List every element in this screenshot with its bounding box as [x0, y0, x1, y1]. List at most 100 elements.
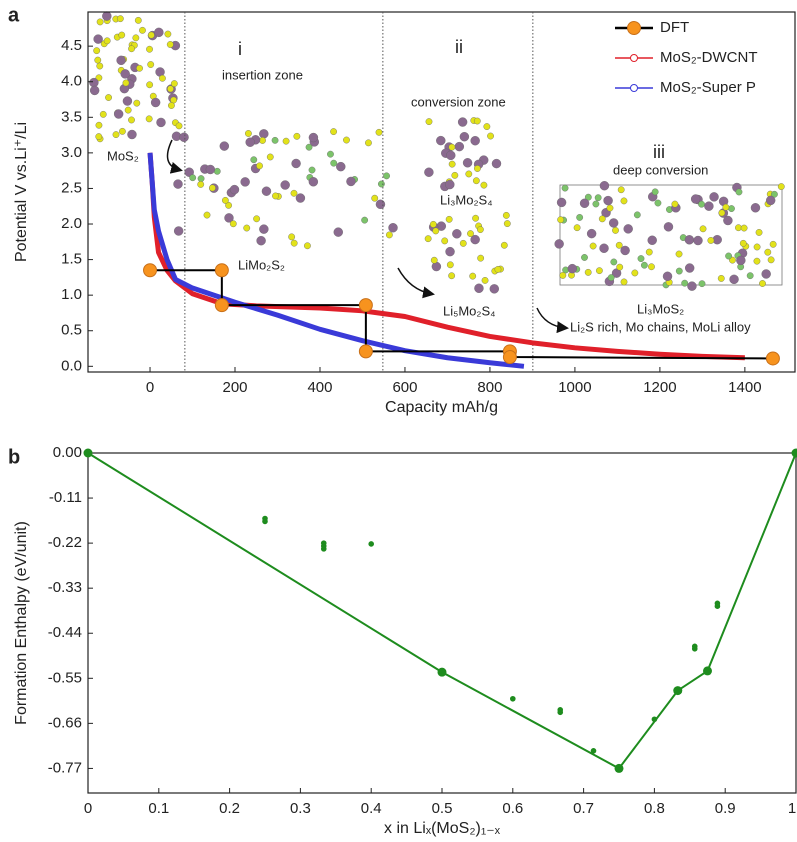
atom — [333, 227, 343, 237]
annotation: LiMo₂S₂ — [238, 257, 285, 272]
legend-marker — [627, 21, 641, 35]
x-tick-label: 0.5 — [432, 800, 453, 817]
atom — [599, 243, 609, 253]
atom — [594, 194, 602, 202]
x-tick-label: 1000 — [558, 379, 591, 396]
x-tick-label: 0.1 — [148, 800, 169, 817]
annotation: i — [238, 39, 242, 59]
atom — [687, 281, 697, 291]
atom — [729, 256, 736, 264]
x-tick-label: 0.6 — [502, 800, 523, 817]
atom — [259, 224, 269, 234]
y-tick-label: 1.5 — [61, 251, 82, 268]
y-tick-label: -0.11 — [49, 489, 82, 506]
point — [368, 541, 375, 547]
atom — [483, 123, 491, 130]
atom — [256, 162, 263, 170]
atom — [494, 266, 502, 273]
atom — [579, 198, 590, 208]
atom — [261, 186, 272, 196]
atom — [503, 220, 511, 227]
atom — [472, 214, 479, 222]
y-tick-label: 4.0 — [61, 73, 82, 90]
atom — [589, 242, 597, 250]
atom — [473, 117, 481, 125]
atom — [671, 200, 679, 208]
atom — [99, 110, 107, 118]
atom — [105, 94, 112, 101]
atom — [209, 184, 216, 192]
atom — [361, 216, 369, 224]
atom — [170, 80, 178, 87]
atom — [224, 213, 234, 223]
atom — [139, 26, 146, 34]
atom — [112, 131, 120, 138]
atom — [764, 248, 772, 256]
atom — [122, 79, 130, 87]
atom — [448, 160, 456, 168]
x-tick-label: 0 — [146, 379, 154, 396]
atom — [502, 211, 510, 219]
atom — [93, 34, 103, 44]
atom — [606, 204, 614, 212]
atom — [647, 235, 657, 245]
annotation: Li₃Mo₂S₄ — [440, 192, 493, 207]
atom — [103, 37, 111, 45]
atom — [718, 209, 726, 217]
atom — [147, 31, 155, 39]
atom — [304, 242, 311, 250]
point — [691, 646, 698, 652]
atom — [133, 99, 141, 107]
atom — [620, 197, 628, 205]
point — [614, 763, 624, 773]
atom — [150, 97, 161, 108]
atom — [777, 183, 785, 190]
annotation: ii — [455, 37, 463, 57]
y-tick-label: 3.0 — [61, 144, 82, 161]
dft-point — [765, 351, 780, 366]
atom — [102, 11, 112, 21]
atom — [271, 136, 279, 144]
atom — [308, 177, 319, 187]
plot-frame — [87, 11, 796, 373]
atom — [118, 31, 126, 39]
atom — [229, 184, 240, 195]
x-tick-label: 1400 — [728, 379, 761, 396]
atom — [446, 150, 456, 161]
legend-marker — [630, 54, 638, 62]
atom — [608, 218, 619, 228]
atom — [167, 85, 174, 93]
atom — [457, 117, 468, 127]
point — [320, 546, 327, 552]
atom — [707, 237, 715, 244]
atom — [113, 109, 124, 119]
dft-point — [502, 350, 517, 365]
dft-point — [358, 344, 373, 359]
point — [791, 448, 797, 458]
x-axis-label: Capacity mAh/g — [385, 399, 498, 416]
atom — [343, 136, 350, 144]
atom — [120, 69, 130, 79]
y-tick-label: 0.00 — [53, 444, 82, 461]
atom — [327, 150, 334, 158]
atom — [173, 179, 183, 189]
atom — [554, 239, 564, 249]
atom — [124, 106, 132, 114]
crystal-structures — [89, 11, 785, 294]
atom — [288, 233, 296, 241]
dft-point — [214, 298, 229, 313]
atom — [385, 231, 393, 239]
x-tick-label: 400 — [307, 379, 332, 396]
atom — [693, 235, 703, 246]
dft-point — [143, 263, 158, 278]
atom — [616, 263, 624, 271]
x-tick-label: 0.3 — [290, 800, 311, 817]
atom — [243, 224, 251, 232]
atom — [293, 132, 301, 140]
atom — [197, 175, 205, 182]
atom — [654, 199, 662, 207]
atom — [93, 47, 101, 55]
y-tick-label: 4.5 — [61, 37, 82, 54]
atom — [336, 161, 346, 172]
